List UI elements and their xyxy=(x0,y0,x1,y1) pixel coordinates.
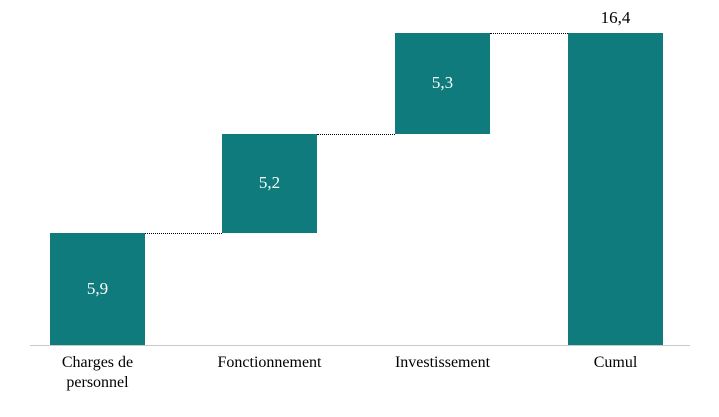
connector-line-charges-de-personnel xyxy=(145,232,222,234)
x-axis-line xyxy=(30,345,690,346)
bar-value-label-fonctionnement: 5,2 xyxy=(258,173,281,193)
category-label-investissement: Investissement xyxy=(394,354,491,371)
connector-line-investissement xyxy=(490,33,568,34)
bar-fonctionnement: 5,2 xyxy=(222,133,317,233)
connector-line-fonctionnement xyxy=(317,133,395,135)
category-label-charges-de-personnel: Charges de personnel xyxy=(61,354,134,391)
bar-value-label-charges-de-personnel: 5,9 xyxy=(86,278,109,298)
category-label-fonctionnement: Fonctionnement xyxy=(217,354,322,371)
bar-cumul xyxy=(568,33,663,345)
bar-value-label-investissement: 5,3 xyxy=(431,73,454,93)
bar-charges-de-personnel: 5,9 xyxy=(50,232,145,345)
bar-investissement: 5,3 xyxy=(395,33,490,134)
category-label-cumul: Cumul xyxy=(593,354,638,371)
bar-value-label-cumul: 16,4 xyxy=(600,8,631,27)
